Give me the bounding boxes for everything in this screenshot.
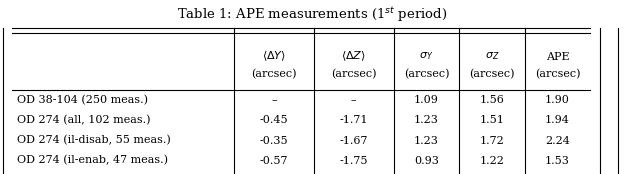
Text: Table 1: APE measurements (1$^{st}$ period): Table 1: APE measurements (1$^{st}$ peri… — [177, 5, 447, 24]
Text: 2.24: 2.24 — [545, 136, 570, 145]
Text: (arcsec): (arcsec) — [404, 69, 449, 79]
Text: $\sigma_Y$: $\sigma_Y$ — [419, 51, 434, 62]
Text: -0.45: -0.45 — [260, 116, 288, 125]
Text: (arcsec): (arcsec) — [251, 69, 296, 79]
Text: $\langle\Delta Y\rangle$: $\langle\Delta Y\rangle$ — [262, 50, 286, 63]
Text: 1.23: 1.23 — [414, 116, 439, 125]
Text: -1.75: -1.75 — [339, 156, 368, 165]
Text: 1.23: 1.23 — [414, 136, 439, 145]
Text: 1.51: 1.51 — [480, 116, 504, 125]
Text: 1.72: 1.72 — [480, 136, 504, 145]
Text: OD 274 (all, 102 meas.): OD 274 (all, 102 meas.) — [17, 115, 151, 126]
Text: -1.67: -1.67 — [339, 136, 368, 145]
Text: 1.09: 1.09 — [414, 96, 439, 105]
Text: -0.35: -0.35 — [260, 136, 288, 145]
Text: (arcsec): (arcsec) — [331, 69, 376, 79]
Text: OD 274 (il-enab, 47 meas.): OD 274 (il-enab, 47 meas.) — [17, 155, 168, 166]
Text: $\sigma_Z$: $\sigma_Z$ — [485, 51, 499, 62]
Text: OD 274 (il-disab, 55 meas.): OD 274 (il-disab, 55 meas.) — [17, 135, 171, 146]
Text: (arcsec): (arcsec) — [535, 69, 580, 79]
Text: -0.57: -0.57 — [260, 156, 288, 165]
Text: –: – — [271, 96, 277, 105]
Text: -1.71: -1.71 — [339, 116, 368, 125]
Text: APE: APE — [546, 52, 569, 62]
Text: $\langle\Delta Z\rangle$: $\langle\Delta Z\rangle$ — [341, 50, 366, 63]
Text: 1.94: 1.94 — [545, 116, 570, 125]
Text: 1.56: 1.56 — [480, 96, 504, 105]
Text: 1.53: 1.53 — [545, 156, 570, 165]
Text: (arcsec): (arcsec) — [469, 69, 515, 79]
Text: 1.90: 1.90 — [545, 96, 570, 105]
Text: 0.93: 0.93 — [414, 156, 439, 165]
Text: –: – — [351, 96, 357, 105]
Text: OD 38-104 (250 meas.): OD 38-104 (250 meas.) — [17, 95, 149, 106]
Text: 1.22: 1.22 — [480, 156, 504, 165]
